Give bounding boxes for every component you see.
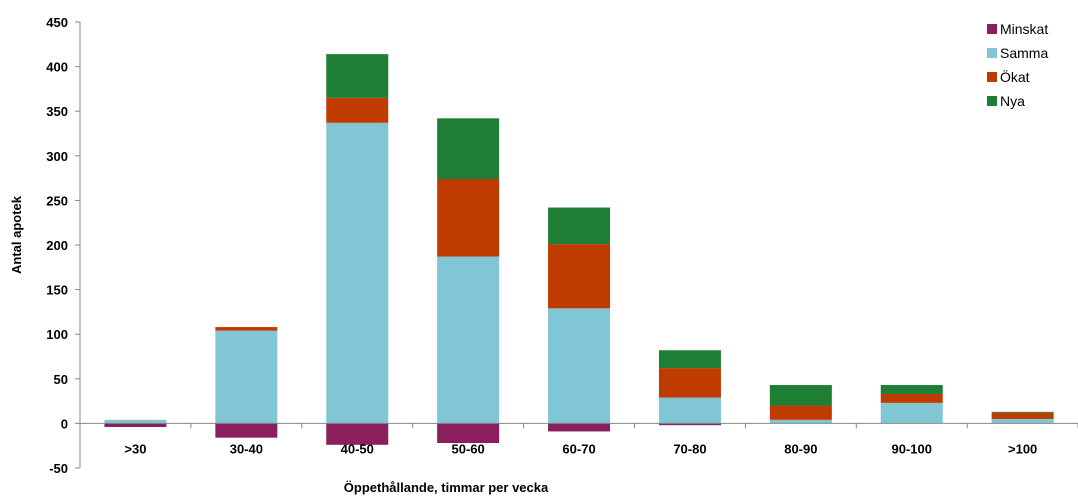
bar--kat-2: [326, 97, 389, 123]
legend-label: Nya: [1000, 93, 1025, 109]
bar-samma-5: [658, 397, 721, 424]
y-tick-label: -50: [49, 461, 68, 476]
bar-samma-6: [769, 419, 832, 424]
legend-item--kat: Ökat: [987, 68, 1030, 85]
bar--kat-7: [880, 393, 943, 403]
x-tick-label: 80-90: [784, 441, 817, 456]
bar--kat-8: [991, 412, 1054, 419]
bar-samma-0: [104, 419, 167, 424]
bar--kat-5: [658, 368, 721, 398]
bar-nya-8: [991, 411, 1054, 413]
bar-nya-4: [548, 207, 611, 245]
bar-samma-1: [215, 330, 278, 424]
x-tick-label: 90-100: [892, 441, 932, 456]
legend-swatch: [987, 24, 997, 34]
legend-label: Minskat: [1000, 21, 1048, 37]
legend: Minskat Samma Ökat Nya: [987, 21, 1048, 109]
bars: [104, 54, 1054, 445]
legend-item-nya: Nya: [987, 93, 1025, 109]
bar-minskat-0: [104, 423, 167, 427]
y-tick-label: 300: [46, 149, 68, 164]
bar-minskat-2: [326, 423, 389, 445]
x-tick-label: 60-70: [562, 441, 595, 456]
x-tick-label: 40-50: [341, 441, 374, 456]
bar-nya-7: [880, 385, 943, 394]
x-tick-label: 70-80: [673, 441, 706, 456]
bar-samma-8: [991, 418, 1054, 424]
y-tick-label: 250: [46, 193, 68, 208]
legend-swatch: [987, 96, 997, 106]
y-tick-label: 0: [61, 416, 68, 431]
y-axis-label: Antal apotek: [9, 195, 24, 274]
legend-label: Ökat: [1000, 68, 1030, 85]
bar--kat-1: [215, 327, 278, 331]
bar--kat-4: [548, 244, 611, 309]
bar-minskat-1: [215, 423, 278, 438]
bar-minskat-5: [658, 423, 721, 426]
x-tick-label: 50-60: [452, 441, 485, 456]
bar--kat-3: [437, 178, 500, 257]
legend-item-minskat: Minskat: [987, 21, 1048, 37]
bar-samma-2: [326, 122, 389, 424]
x-tick-label: >30: [124, 441, 146, 456]
bar-nya-2: [326, 54, 389, 98]
bar-minskat-3: [437, 423, 500, 444]
bar-samma-4: [548, 308, 611, 424]
legend-swatch: [987, 72, 997, 82]
y-axis-ticks: -50 0 50 100 150 200 250 300 350 400 450: [46, 15, 80, 476]
y-tick-label: 150: [46, 283, 68, 298]
x-tick-label: >100: [1008, 441, 1037, 456]
bar-samma-7: [880, 402, 943, 424]
x-axis-label: Öppethållande, timmar per vecka: [344, 480, 549, 495]
bar-minskat-4: [548, 423, 611, 432]
y-tick-label: 50: [54, 372, 68, 387]
y-tick-label: 450: [46, 15, 68, 30]
y-tick-label: 400: [46, 60, 68, 75]
x-tick-label: 30-40: [230, 441, 263, 456]
bar-samma-3: [437, 256, 500, 424]
y-tick-label: 350: [46, 104, 68, 119]
y-tick-label: 200: [46, 238, 68, 253]
bar-nya-6: [769, 385, 832, 406]
bar-nya-3: [437, 118, 500, 179]
y-tick-label: 100: [46, 327, 68, 342]
bar--kat-6: [769, 405, 832, 420]
legend-swatch: [987, 48, 997, 58]
x-axis-ticks: >30 30-40 40-50 50-60 60-70 70-80 80-90 90-100 >…: [124, 423, 1078, 456]
legend-item-samma: Samma: [987, 45, 1048, 61]
bar-nya-5: [658, 350, 721, 369]
legend-label: Samma: [1000, 45, 1048, 61]
